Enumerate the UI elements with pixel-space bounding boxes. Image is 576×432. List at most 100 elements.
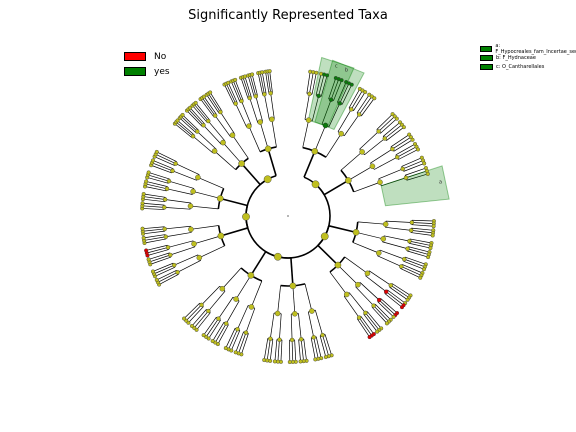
taxon-node — [195, 129, 200, 134]
tree-branch — [193, 310, 209, 329]
taxon-node — [384, 321, 389, 326]
tree-branch — [146, 181, 168, 187]
taxon-node — [431, 224, 436, 229]
legend-clade-b: b: F_Hydnaceae — [480, 53, 576, 62]
taxon-node — [355, 281, 361, 288]
taxon-node — [403, 175, 409, 180]
tree-branch — [409, 240, 432, 246]
tree-branch — [146, 244, 168, 251]
tree-branch — [212, 322, 225, 342]
tree-branch — [318, 74, 325, 96]
tree-branch — [250, 251, 267, 276]
taxon-node — [372, 96, 377, 101]
tree-branch — [377, 301, 394, 318]
tree-branch — [269, 71, 273, 94]
tree-branch — [390, 285, 410, 298]
tree-branch — [309, 72, 314, 94]
tree-branch — [154, 266, 176, 277]
taxon-node — [305, 117, 312, 123]
tree-branch — [319, 335, 327, 358]
tree-branch — [158, 273, 179, 285]
taxon-node — [409, 220, 415, 225]
tree-branch — [274, 339, 278, 362]
tree-branch — [381, 177, 407, 187]
taxon-node — [191, 241, 197, 247]
tree-branch — [353, 181, 381, 193]
taxon-node — [394, 154, 400, 160]
tree-branch — [156, 270, 177, 281]
legend-item-yes: yes — [124, 64, 170, 79]
tree-branch — [267, 71, 272, 94]
tree-branch — [267, 148, 277, 176]
clade-letter-c: c — [335, 64, 338, 70]
taxon-node — [343, 291, 350, 298]
tree-branch — [304, 93, 310, 120]
taxon-node — [162, 197, 168, 202]
tree-branch — [149, 254, 171, 263]
legend-clade-c: c: O_Cantharellales — [480, 62, 576, 71]
tree-branch — [395, 143, 416, 156]
taxon-node — [401, 125, 406, 130]
tree-branch — [257, 73, 263, 95]
tree-branch — [142, 208, 165, 210]
tree-branch — [185, 304, 202, 321]
tree-branch — [248, 125, 261, 152]
taxon-node — [311, 148, 319, 155]
tree-branch — [167, 240, 194, 248]
tree-branch — [279, 313, 282, 340]
taxon-node — [182, 316, 187, 321]
tree-branch — [247, 75, 255, 97]
tree-branch — [408, 242, 431, 249]
tree-branch — [235, 103, 247, 128]
tree-branch — [271, 119, 277, 148]
legend-clade-swatch-a — [480, 45, 493, 52]
tree-branch — [300, 339, 304, 362]
taxon-node — [289, 282, 297, 290]
tree-branch — [315, 73, 322, 96]
tree-branch — [377, 255, 402, 267]
tree-branch — [392, 136, 412, 150]
tree-branch — [245, 308, 256, 333]
tree-branch — [222, 142, 242, 164]
tree-branch — [208, 319, 221, 339]
tree-branch — [358, 96, 373, 115]
tree-branch — [188, 108, 204, 126]
tree-branch — [147, 177, 169, 184]
taxon-node — [377, 179, 383, 186]
tree-branch — [241, 333, 249, 355]
tree-branch — [380, 298, 398, 314]
clade-highlight — [380, 165, 450, 207]
taxon-node — [210, 339, 215, 344]
taxon-node — [309, 308, 315, 314]
tree-branch — [325, 133, 342, 158]
taxon-node — [307, 91, 312, 97]
taxon-node — [199, 302, 204, 308]
taxon-node — [356, 112, 362, 117]
taxon-node — [180, 112, 185, 117]
tree-branch — [404, 167, 427, 176]
tree-branch — [225, 300, 240, 324]
tree-branch — [205, 318, 219, 338]
taxon-node — [363, 310, 368, 316]
taxon-node — [218, 109, 223, 115]
tree-branch — [266, 338, 271, 361]
tree-branch — [143, 234, 166, 239]
taxon-node — [390, 146, 395, 152]
tree-branch — [310, 337, 316, 360]
tree-branch — [374, 156, 398, 170]
tree-branch — [277, 339, 280, 362]
taxon-node — [380, 236, 387, 242]
tree-branch — [376, 113, 393, 130]
taxon-node — [188, 105, 193, 110]
tree-branch — [398, 149, 419, 160]
tree-branch — [220, 227, 248, 237]
taxon-node — [376, 297, 382, 303]
taxon-node — [349, 107, 354, 112]
taxon-node — [253, 94, 259, 99]
tree-branch — [143, 196, 166, 200]
tree-branch — [156, 151, 177, 162]
tree-branch — [195, 102, 210, 121]
tree-branch — [311, 72, 317, 95]
tree-branch — [365, 312, 380, 331]
